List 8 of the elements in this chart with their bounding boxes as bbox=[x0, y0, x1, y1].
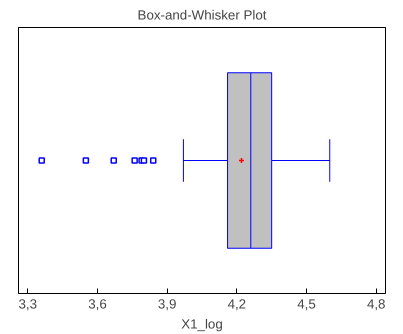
x-tick-label: 3,9 bbox=[158, 296, 176, 312]
x-tick-label: 4,2 bbox=[228, 296, 246, 312]
x-tick-label: 4,8 bbox=[366, 296, 386, 312]
x-tick-label: 3,6 bbox=[88, 296, 107, 312]
x-axis-title: X1_log bbox=[181, 316, 223, 332]
chart-title: Box-and-Whisker Plot bbox=[138, 8, 267, 22]
x-tick-label: 4,5 bbox=[297, 296, 316, 312]
x-tick-label: 3,3 bbox=[18, 296, 38, 312]
